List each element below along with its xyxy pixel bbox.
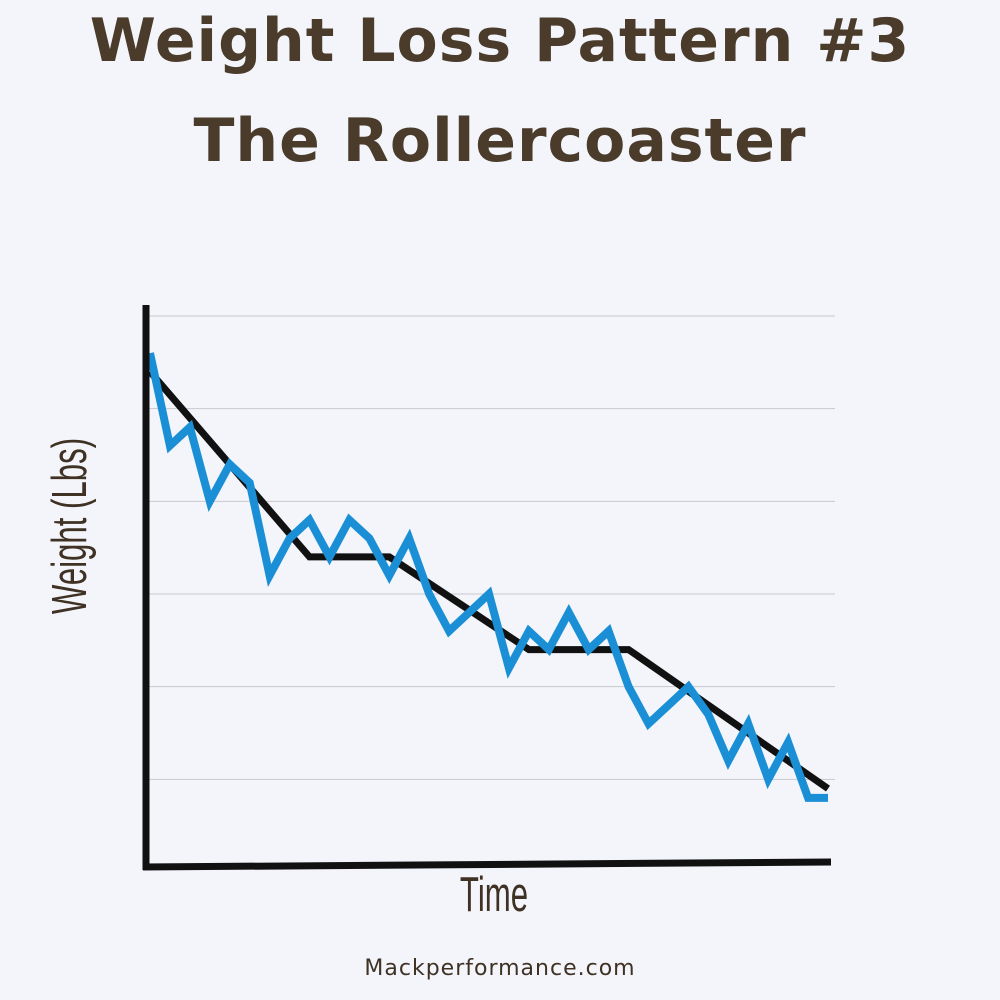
x-axis: [142, 858, 832, 871]
y-axis-label: Weight (Lbs): [42, 438, 97, 614]
footer-website: Mackperformance.com: [364, 956, 636, 981]
grid-lines: [146, 315, 835, 780]
title-line-1: Weight Loss Pattern #3: [89, 6, 911, 76]
title-line-2: The Rollercoaster: [193, 106, 807, 176]
x-axis-label: Time: [460, 867, 528, 922]
series-layer: [146, 352, 831, 802]
trend-line: [147, 369, 831, 792]
actual-weight-line: [146, 352, 828, 802]
